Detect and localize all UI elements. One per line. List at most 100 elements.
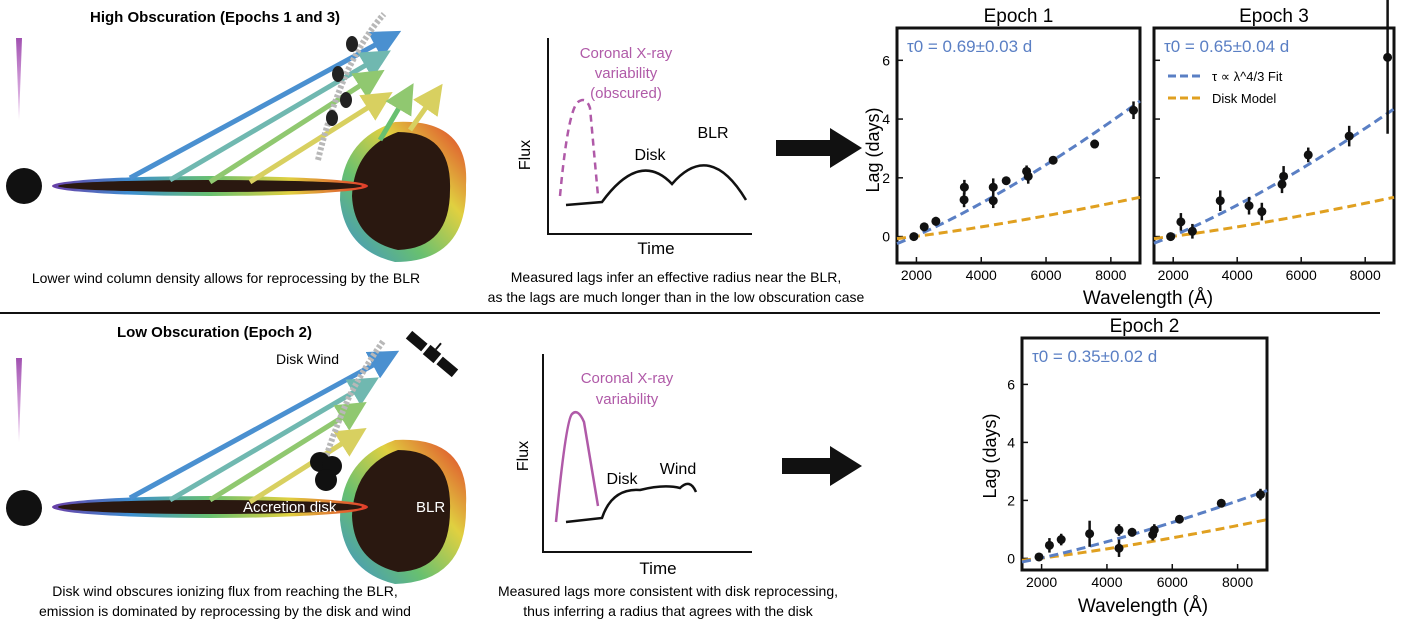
disk-wind-stream xyxy=(315,11,387,161)
top-schematic xyxy=(6,11,467,262)
data-point xyxy=(1279,171,1289,181)
top-ylabel: Lag (days) xyxy=(863,107,883,192)
bottom-time-label: Time xyxy=(639,559,676,578)
bottom-caption-1: Disk wind obscures ionizing flux from re… xyxy=(52,583,398,599)
bottom-lightcurve: Flux Time Coronal X-ray variability Disk… xyxy=(515,354,752,578)
accretion-disk xyxy=(58,500,362,514)
top-mid-caption-1: Measured lags infer an effective radius … xyxy=(511,269,841,285)
x-tick-label: 2000 xyxy=(1026,574,1057,590)
data-point xyxy=(1216,498,1226,508)
tau0-annotation: τ0 = 0.69±0.03 d xyxy=(907,37,1032,56)
x-tick-label: 2000 xyxy=(901,267,932,283)
data-point xyxy=(1023,171,1033,181)
satellite-icon xyxy=(405,330,459,378)
data-point xyxy=(959,182,969,192)
bottom-title: Low Obscuration (Epoch 2) xyxy=(117,324,312,341)
data-point xyxy=(1257,207,1267,217)
top-blr-label: BLR xyxy=(697,125,728,142)
x-tick-label: 4000 xyxy=(966,267,997,283)
y-tick-label: 0 xyxy=(882,229,890,245)
y-tick-label: 6 xyxy=(882,52,890,68)
y-tick-label: 0 xyxy=(1007,550,1015,566)
disk-wind-stream xyxy=(319,338,387,471)
xray-curve xyxy=(554,411,600,523)
chart-title: Epoch 1 xyxy=(984,6,1054,27)
data-point xyxy=(1034,552,1044,562)
legend: τ ∝ λ^4/3 Fit Disk Model xyxy=(1168,69,1283,106)
reprocessed-curve xyxy=(565,164,748,207)
x-tick-label: 8000 xyxy=(1350,267,1381,283)
data-point xyxy=(1114,525,1124,535)
data-point xyxy=(1255,490,1265,500)
blr-label: BLR xyxy=(416,499,445,516)
corona-beam-icon xyxy=(16,38,22,120)
top-xray-label-1: Coronal X-ray xyxy=(580,45,673,62)
y-tick-label: 4 xyxy=(1007,434,1015,450)
fit-curve xyxy=(1021,489,1268,564)
black-hole-icon xyxy=(6,168,42,204)
blr-core xyxy=(352,132,451,250)
data-point xyxy=(1001,176,1011,186)
x-tick-label: 8000 xyxy=(1095,267,1126,283)
bottom-schematic: Accretion disk BLR Disk Wind xyxy=(6,330,467,584)
ray-arrow xyxy=(407,83,443,132)
top-lightcurve: Flux Time Coronal X-ray variability (obs… xyxy=(517,38,752,258)
x-tick-label: 4000 xyxy=(1091,574,1122,590)
top-title: High Obscuration (Epochs 1 and 3) xyxy=(90,9,340,26)
top-xray-label-2: variability xyxy=(595,65,658,82)
bottom-flux-label: Flux xyxy=(515,441,532,471)
xray-curve-obscured xyxy=(558,98,600,197)
data-point xyxy=(1114,543,1124,553)
chart-epoch-2: Epoch 2 2000 4000 6000 8000 0 2 4 6 τ0 = 0.35±0.0… xyxy=(1007,316,1269,590)
wind-label: Disk Wind xyxy=(276,351,339,367)
lag-charts: Epoch 1 2000 4000 6000 8000 0 2 4 6 τ0 = 0.69±0.0… xyxy=(882,0,1396,590)
wind-cloud-icon xyxy=(340,92,352,108)
y-tick-label: 4 xyxy=(882,111,890,127)
tau0-annotation: τ0 = 0.65±0.04 d xyxy=(1164,37,1289,56)
bottom-disk-label: Disk xyxy=(606,471,638,488)
wind-cloud-icon xyxy=(346,36,358,52)
top-disk-label: Disk xyxy=(634,147,666,164)
data-point xyxy=(1277,179,1287,189)
x-tick-label: 6000 xyxy=(1157,574,1188,590)
data-point xyxy=(1303,150,1313,160)
data-point xyxy=(1127,527,1137,537)
bottom-xlabel: Wavelength (Å) xyxy=(1078,596,1208,617)
top-flux-label: Flux xyxy=(517,140,534,170)
x-tick-label: 8000 xyxy=(1222,574,1253,590)
data-point xyxy=(1174,514,1184,524)
x-tick-label: 6000 xyxy=(1286,267,1317,283)
top-xray-label-3: (obscured) xyxy=(590,85,662,102)
data-point xyxy=(919,222,929,232)
chart-epoch-1: Epoch 1 2000 4000 6000 8000 0 2 4 6 τ0 = 0.69±0.0… xyxy=(882,6,1142,283)
wind-cloud-icon xyxy=(315,469,337,491)
data-point xyxy=(1044,540,1054,550)
disk-label: Accretion disk xyxy=(243,499,337,516)
data-point xyxy=(988,196,998,206)
bottom-caption-2: emission is dominated by reprocessing by… xyxy=(39,603,411,619)
fit-curve xyxy=(896,99,1141,245)
ray-arrow xyxy=(128,350,400,501)
data-point xyxy=(1244,201,1254,211)
bottom-ylabel: Lag (days) xyxy=(980,413,1000,498)
blr-core xyxy=(352,450,451,572)
data-point xyxy=(1129,105,1139,115)
plot-frame xyxy=(1152,26,1396,265)
data-point xyxy=(988,182,998,192)
ray-arrow xyxy=(377,83,414,142)
ray-arrow xyxy=(248,91,393,185)
reprocessed-curve xyxy=(565,482,698,524)
data-point xyxy=(1166,232,1176,242)
corona-beam-icon xyxy=(16,358,22,442)
plot-frame xyxy=(1020,336,1269,572)
top-mid-caption-2: as the lags are much longer than in the … xyxy=(488,289,865,305)
fit-curve xyxy=(1153,107,1395,245)
data-point xyxy=(1090,139,1100,149)
top-time-label: Time xyxy=(637,239,674,258)
top-caption: Lower wind column density allows for rep… xyxy=(32,270,420,286)
data-point xyxy=(1215,196,1225,206)
data-point xyxy=(909,232,919,242)
data-point xyxy=(1176,217,1186,227)
wind-cloud-icon xyxy=(326,110,338,126)
ray-arrow xyxy=(128,30,402,181)
